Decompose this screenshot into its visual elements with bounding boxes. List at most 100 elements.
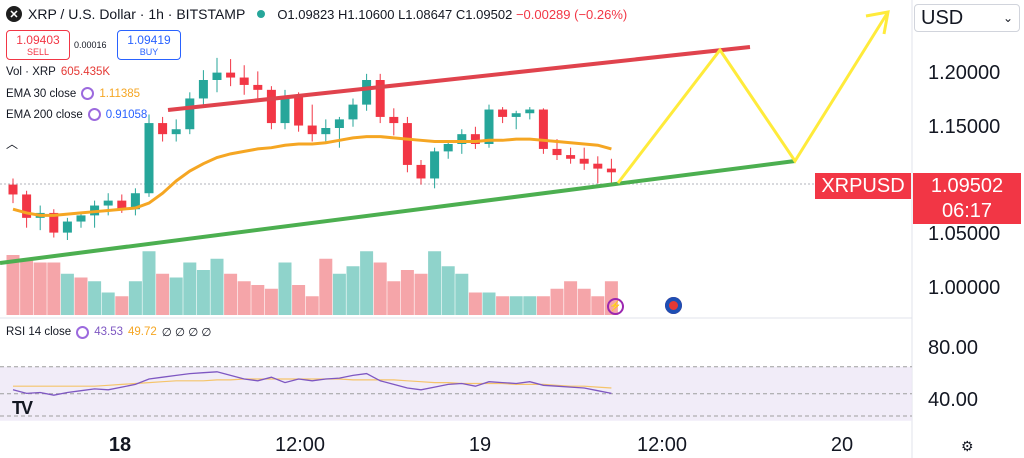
candle-body [430,151,440,179]
market-status-dot [257,10,266,18]
candle-body [525,109,535,114]
projection-arrowhead [865,10,890,35]
candle [443,141,453,159]
candle-body [239,77,249,85]
candle-body [158,123,168,135]
projection-path [616,11,890,184]
candle-body [8,184,18,195]
ema-lines [12,135,612,217]
candle [130,188,140,216]
buy-price: 1.09419 [127,33,171,47]
volume-bar [88,281,102,315]
collapse-legend-icon[interactable]: ︿ [6,137,19,151]
volume-bar [332,273,346,315]
candle-body [334,119,344,128]
candle [226,59,236,87]
candle-body [198,80,208,99]
flash-event-icon[interactable]: ⚡ [607,298,624,315]
candle [525,107,535,120]
candle [253,71,263,99]
candle-body [470,134,480,144]
volume-bar [251,285,265,315]
volume-legend[interactable]: Vol · XRP 605.435K [6,66,110,78]
volume-bar [523,296,537,315]
candle-body [593,163,603,169]
rsi-legend[interactable]: RSI 14 close 43.53 49.72 ∅ ∅ ∅ ∅ [6,325,211,339]
candle-body [538,109,548,149]
candle-body [606,168,616,173]
rsi-tick: 40.00 [928,389,979,411]
candle [49,209,59,238]
volume-bar [237,281,251,315]
volume-bar [292,285,306,315]
candle [198,70,208,105]
candle-body [511,113,521,117]
symbol-title[interactable]: XRP / U.S. Dollar · 1h · BITSTAMP [28,6,246,22]
volume-bar [360,251,374,315]
candle-body [348,104,358,120]
volume-bar [264,288,278,315]
volume-label: Vol · XRP [6,66,56,78]
volume-bar [224,273,238,315]
volume-bar [6,255,20,315]
gear-icon[interactable]: ⚙ [961,438,974,454]
us-flag-event-icon[interactable] [665,297,682,314]
candle-body [579,158,589,164]
rsi-tick: 80.00 [928,337,979,359]
volume-bar [169,277,183,315]
ema200-label: EMA 200 close [6,108,83,121]
candle-body [362,80,372,105]
chevron-down-icon: ⌄ [1002,11,1013,25]
time-tick: 19 [468,434,492,456]
candle [239,65,249,95]
high-value: H1.10600 [338,6,395,22]
open-value: O1.09823 [277,6,335,22]
ema30-value: 1.11385 [99,87,141,100]
currency-selector[interactable]: USD ⌄ [914,4,1020,32]
volume-bar [128,281,142,315]
candle-body [117,200,127,210]
time-tick: 12:00 [274,434,326,456]
volume-bar [536,296,550,315]
candle [362,73,372,111]
candle-body [457,134,467,144]
buy-button[interactable]: 1.09419 BUY [117,30,181,60]
symbol-price-tag: XRPUSD [815,173,911,199]
candle [76,212,86,228]
volume-bar [455,273,469,315]
price-tick: 1.05000 [928,223,1001,245]
volume-bar [183,262,197,315]
volume-bar [414,273,428,315]
sell-button[interactable]: 1.09403 SELL [6,30,70,60]
volume-bar [115,296,129,315]
candle [158,116,168,142]
ema30-legend[interactable]: EMA 30 close 1.11385 [6,87,140,100]
close-value: C1.09502 [455,6,513,22]
volume-bar [305,296,319,315]
support-trendline [0,159,796,265]
countdown-tag: 06:17 [913,199,1021,224]
cycle-icon [87,108,101,121]
price-tick: 1.20000 [928,62,1001,84]
candle [470,126,480,149]
candle [144,114,154,197]
volume-bar [482,292,496,315]
ema30-label: EMA 30 close [6,87,77,100]
volume-bar [509,296,523,315]
candle-body [498,109,508,117]
candle-body [253,84,263,90]
ema30-line [12,135,612,217]
rsi-pane [0,366,912,421]
x-icon: ✕ [6,6,22,22]
candle-body [226,72,236,78]
ema200-legend[interactable]: EMA 200 close 0.91058 [6,108,147,121]
candle [62,217,72,240]
tradingview-logo-icon[interactable]: TV [12,398,33,418]
candle-body [375,80,385,117]
candle [389,108,399,136]
candle [90,200,100,228]
chart-header: ✕ XRP / U.S. Dollar · 1h · BITSTAMP O1.0… [6,6,627,22]
candle [321,119,331,144]
trendlines [0,10,890,265]
